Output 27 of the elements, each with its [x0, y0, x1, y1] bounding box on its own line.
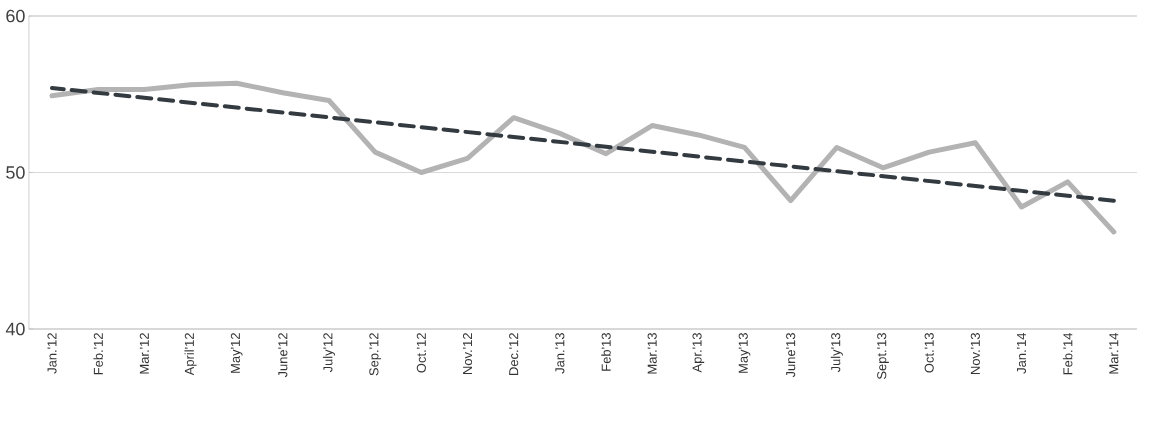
x-tick-label: Sep.'12	[369, 333, 382, 376]
x-tick-label: July'13	[830, 333, 843, 373]
x-tick-label: July'12	[322, 333, 336, 373]
y-tick-label: 40	[5, 322, 25, 336]
x-tick-label: Jan.'14	[1016, 332, 1027, 374]
x-tick-label: Oct.'12	[416, 333, 426, 373]
x-tick-label: Sept.'13	[877, 333, 889, 380]
y-tick-label: 50	[6, 166, 25, 179]
x-tick-label: Jan.'13	[555, 333, 565, 374]
x-tick-label: May'12	[230, 333, 243, 373]
x-tick-label: Nov.'13	[970, 333, 980, 375]
x-tick-label: Mar.'12	[139, 333, 149, 374]
x-tick-label: Oct.'13	[924, 333, 934, 373]
x-tick-label: Nov.'12	[462, 333, 473, 375]
x-tick-label: May'13	[738, 333, 751, 373]
x-tick-label: Feb'13	[601, 333, 611, 371]
x-tick-label: Mar.'14	[1109, 332, 1119, 374]
x-tick-label: June'13	[786, 333, 796, 378]
x-tick-label: April'12	[184, 333, 197, 376]
x-tick-label: Feb.'12	[93, 333, 103, 375]
x-tick-label: Feb.'14	[1062, 332, 1073, 375]
x-tick-label: Mar.'13	[647, 333, 657, 374]
y-tick-label: 60	[6, 9, 25, 23]
x-tick-label: Dec.'12	[509, 333, 519, 375]
x-tick-label: June'12	[278, 333, 288, 378]
x-tick-label: Jan.'12	[47, 333, 57, 374]
x-tick-label: Apr.'13	[692, 333, 705, 373]
